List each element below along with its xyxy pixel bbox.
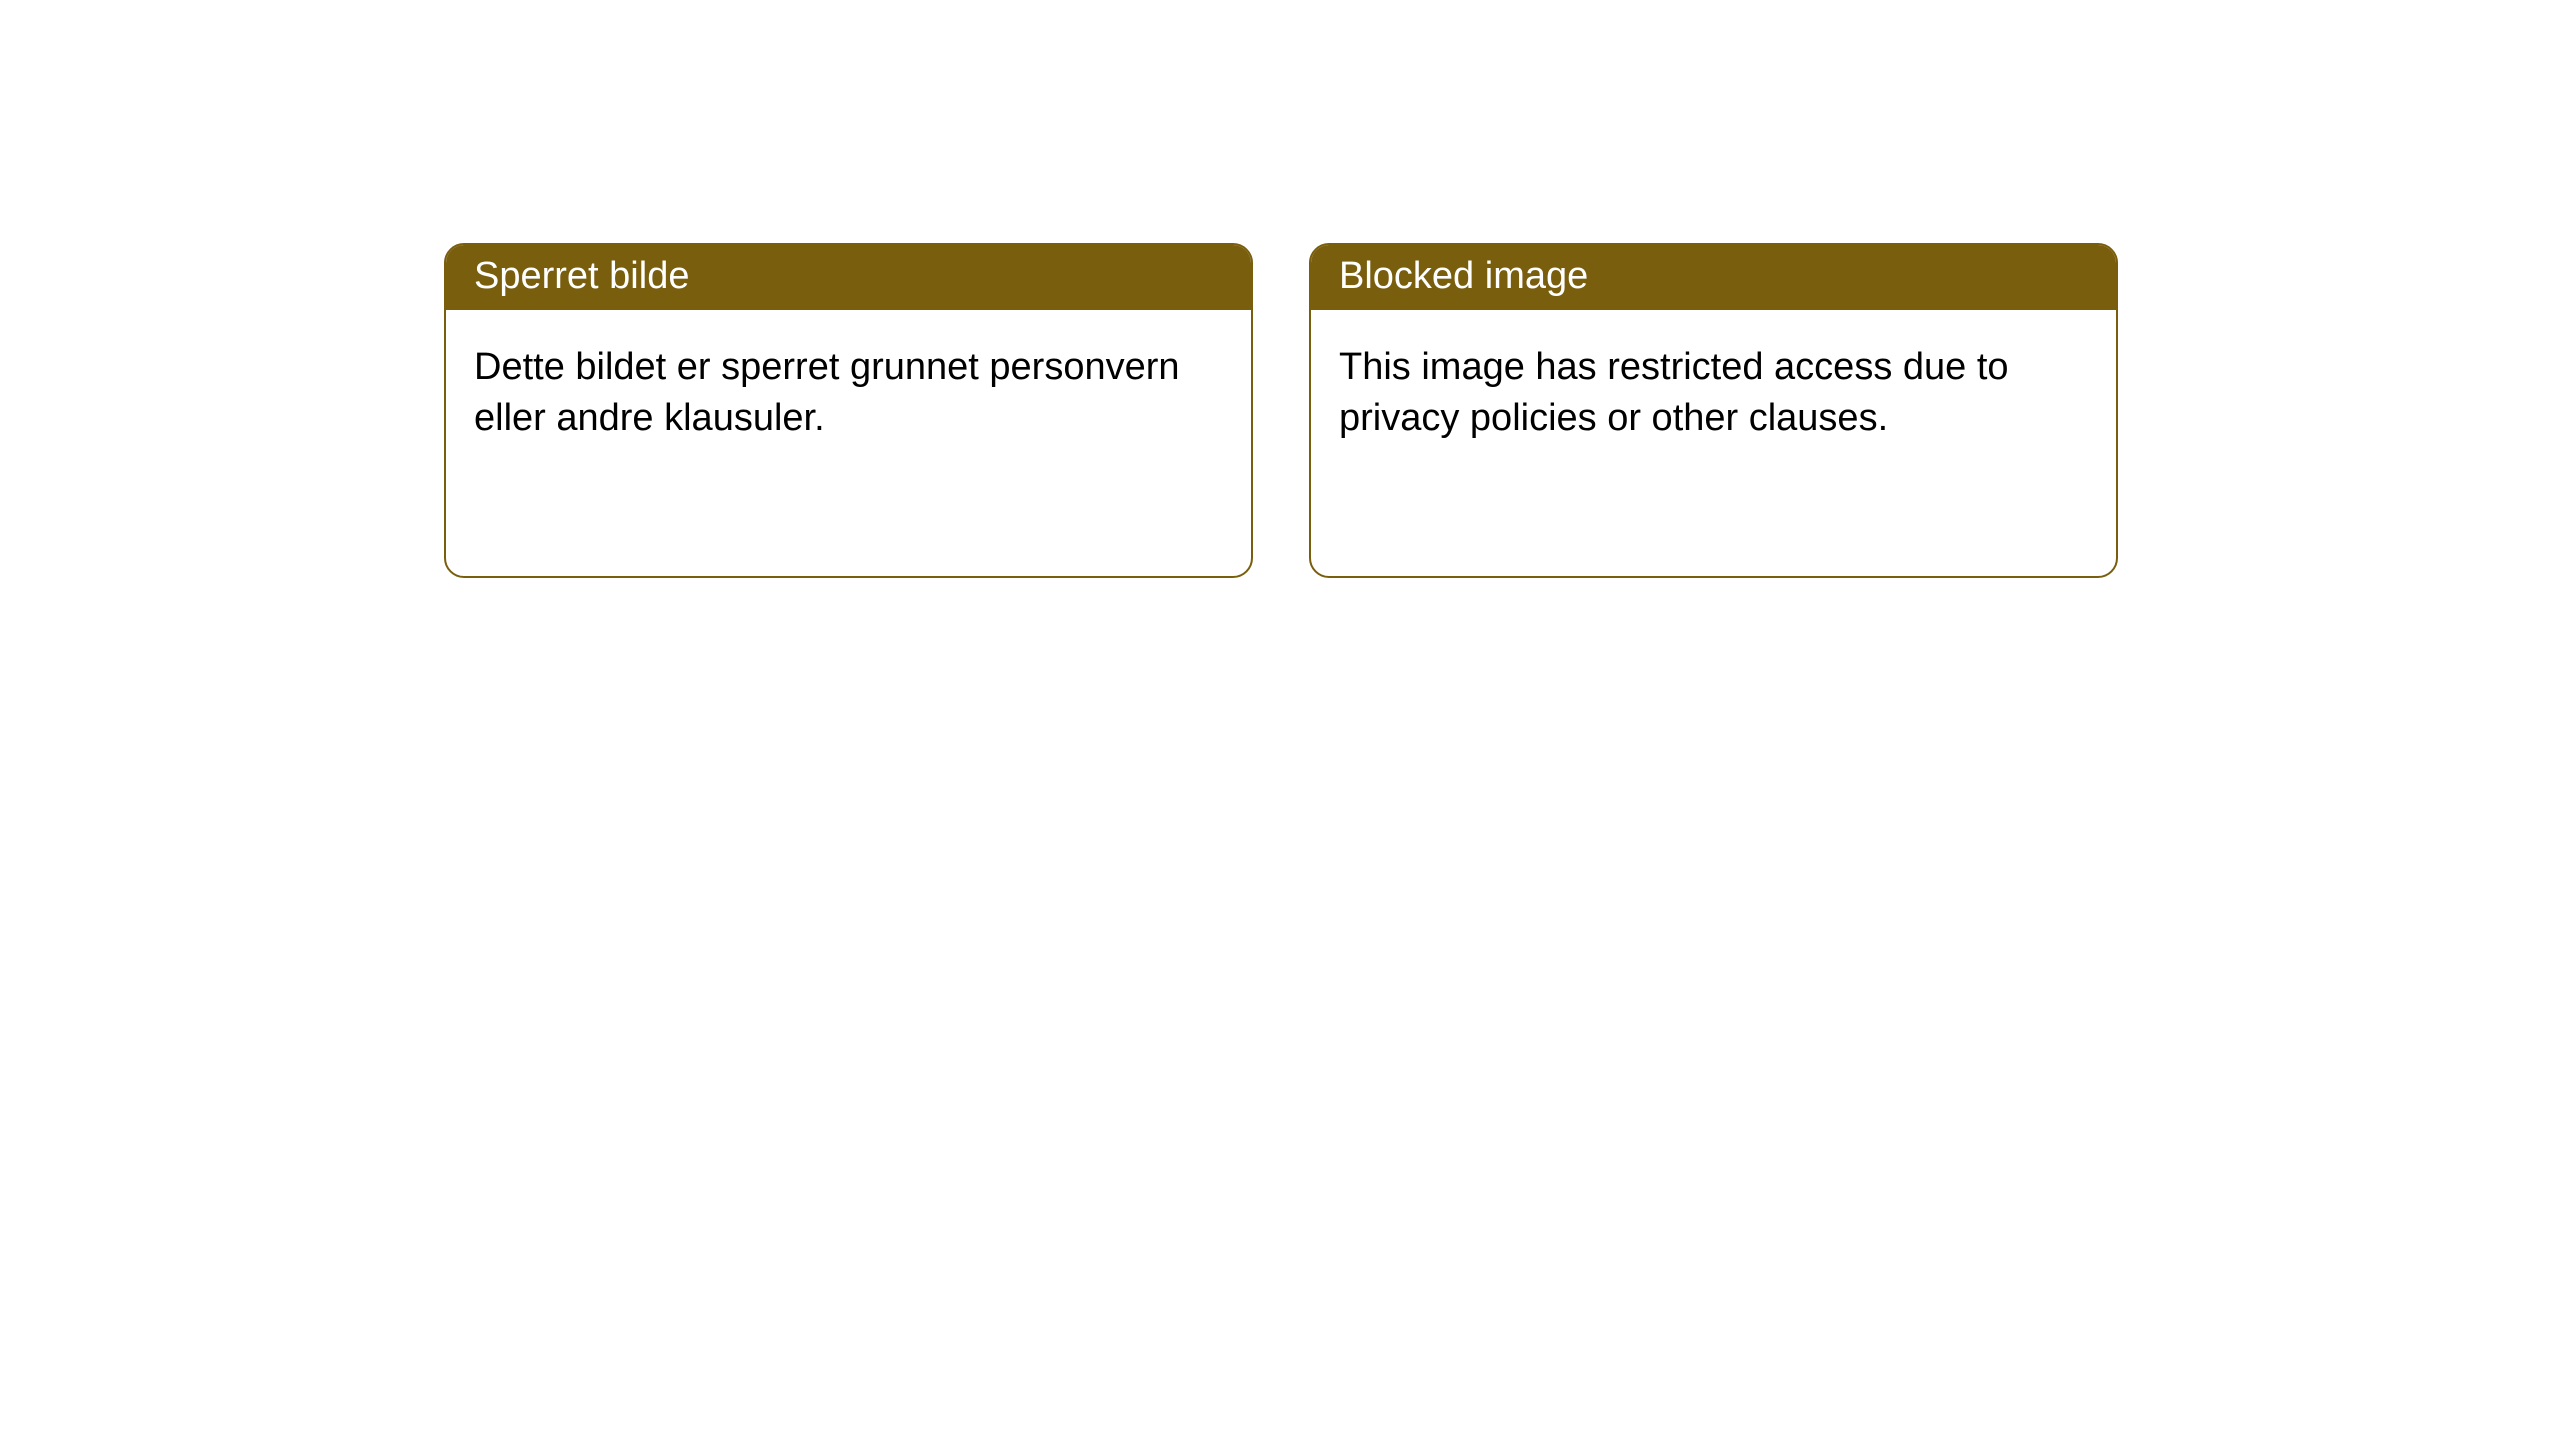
notice-card-norwegian: Sperret bilde Dette bildet er sperret gr… — [444, 243, 1253, 578]
notice-container: Sperret bilde Dette bildet er sperret gr… — [0, 0, 2560, 578]
notice-card-english: Blocked image This image has restricted … — [1309, 243, 2118, 578]
notice-body: This image has restricted access due to … — [1311, 310, 2116, 477]
notice-title: Sperret bilde — [446, 245, 1251, 310]
notice-body: Dette bildet er sperret grunnet personve… — [446, 310, 1251, 477]
notice-title: Blocked image — [1311, 245, 2116, 310]
